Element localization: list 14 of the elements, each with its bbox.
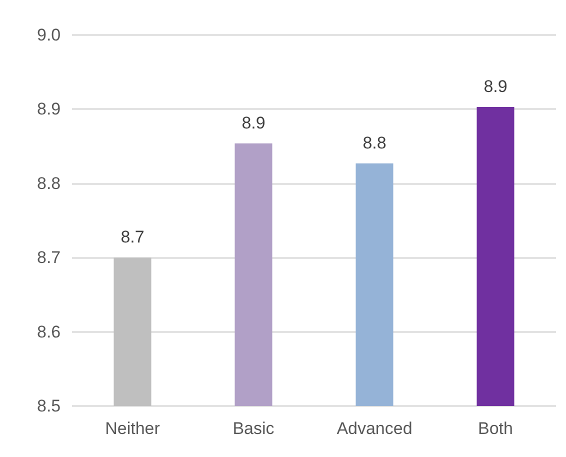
x-tick-label: Both (478, 419, 513, 438)
data-label: 8.9 (242, 113, 266, 132)
y-tick-label: 9.0 (37, 26, 61, 44)
data-label: 8.8 (362, 133, 386, 152)
data-label: 8.7 (120, 228, 144, 247)
y-tick-label: 8.9 (37, 100, 61, 119)
data-label: 8.9 (484, 76, 508, 96)
y-tick-label: 8.7 (37, 248, 61, 268)
y-tick-label: 8.5 (37, 396, 61, 416)
x-tick-label: Basic (232, 419, 275, 438)
y-tick-label: 8.8 (37, 174, 61, 193)
y-tick-label: 8.6 (37, 322, 61, 342)
x-tick-label: Neither (105, 419, 160, 438)
x-tick-label: Advanced (336, 419, 412, 438)
